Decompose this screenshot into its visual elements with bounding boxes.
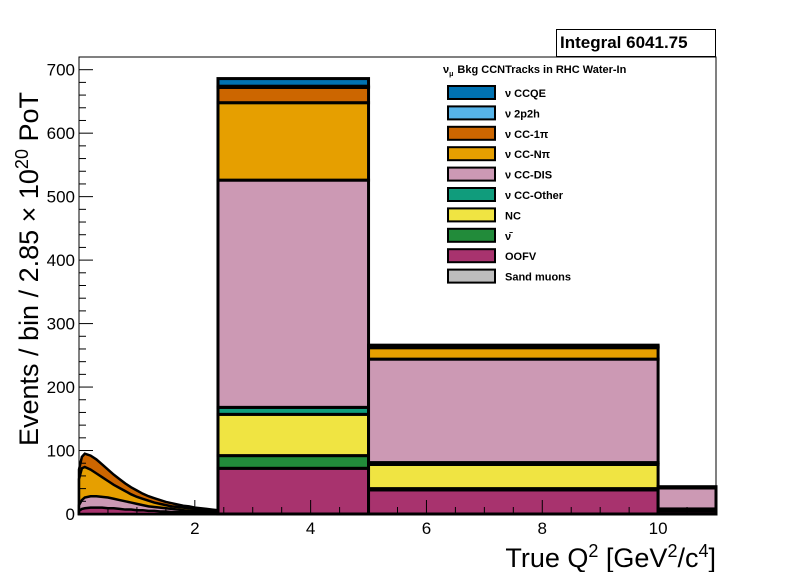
y-tick-label: 500 xyxy=(47,188,75,207)
legend-label: OOFV xyxy=(505,251,537,263)
bar-segment--cc-n--bin1 xyxy=(367,346,660,361)
y-tick-label: 200 xyxy=(47,378,75,397)
x-tick-label: 2 xyxy=(190,519,199,538)
x-tick-label: 6 xyxy=(422,519,431,538)
legend: ν CCQE ν 2p2h ν CC-1π ν CC-Nπ ν CC-DIS ν CC-O… xyxy=(447,85,571,284)
legend-swatch xyxy=(447,146,496,162)
legend-label: ν CC-DIS xyxy=(505,170,552,182)
y-tick-label: 400 xyxy=(47,251,75,270)
low-q2-region xyxy=(77,452,220,516)
x-axis-label: True Q2 [GeV2/c4] xyxy=(505,541,716,572)
bar-segment--cc-dis-bin2 xyxy=(656,486,718,511)
bar-segment-nc-bin0 xyxy=(216,412,371,458)
y-axis-label: Events / bin / 2.85 × 1020 PoT xyxy=(12,92,44,446)
bar-segment--cc-dis-bin1 xyxy=(367,357,660,465)
bar-segment--ccqe-bin0 xyxy=(216,77,371,88)
bar-segment--cc-n--bin0 xyxy=(216,101,371,182)
legend-swatch xyxy=(447,248,496,264)
legend-label: ν CC-1π xyxy=(505,129,549,141)
bar-segment-nc-bin1 xyxy=(367,462,660,491)
legend-swatch xyxy=(447,268,496,284)
axes-group: 0 100 200 300 400 500 600 700 2 4 6 8 10 xyxy=(47,56,688,538)
legend-label: ν CCQE xyxy=(505,88,546,100)
stats-box: Integral 6041.75 xyxy=(556,29,716,57)
bar-segment--cc-1--bin0 xyxy=(216,85,371,105)
x-tick-label: 4 xyxy=(306,519,315,538)
bars-group xyxy=(216,77,718,516)
y-tick-label: 300 xyxy=(47,315,75,334)
legend-label: ν 2p2h xyxy=(505,108,540,120)
legend-swatch xyxy=(447,187,496,202)
bar-segment--ccqe-bin1 xyxy=(367,343,660,348)
x-tick-label: 10 xyxy=(649,519,668,538)
bar-segment---bin0 xyxy=(216,454,371,470)
legend-swatch xyxy=(447,207,496,223)
y-tick-label: 0 xyxy=(66,505,75,524)
legend-label: Sand muons xyxy=(505,272,571,284)
legend-swatch xyxy=(447,125,496,141)
legend-swatch xyxy=(447,227,496,243)
legend-swatch xyxy=(447,105,496,121)
bar-segment-oofv-bin0 xyxy=(216,466,371,516)
legend-title: νμ Bkg CCNTracks in RHC Water-In xyxy=(443,64,627,78)
legend-label: ν̄ xyxy=(505,231,513,243)
y-tick-label: 700 xyxy=(47,61,75,80)
legend-label: NC xyxy=(505,210,521,222)
low-q2-oofv-area xyxy=(77,506,220,516)
legend-swatch xyxy=(447,166,496,182)
y-tick-label: 600 xyxy=(47,124,75,143)
legend-label: ν CC-Nπ xyxy=(505,149,551,161)
bar-segment--cc-dis-bin0 xyxy=(216,178,371,409)
y-tick-label: 100 xyxy=(47,442,75,461)
legend-swatch xyxy=(447,85,496,100)
legend-label: ν CC-Other xyxy=(505,190,564,202)
bar-segment--cc-n--bin2 xyxy=(656,485,718,490)
x-tick-label: 8 xyxy=(538,519,547,538)
